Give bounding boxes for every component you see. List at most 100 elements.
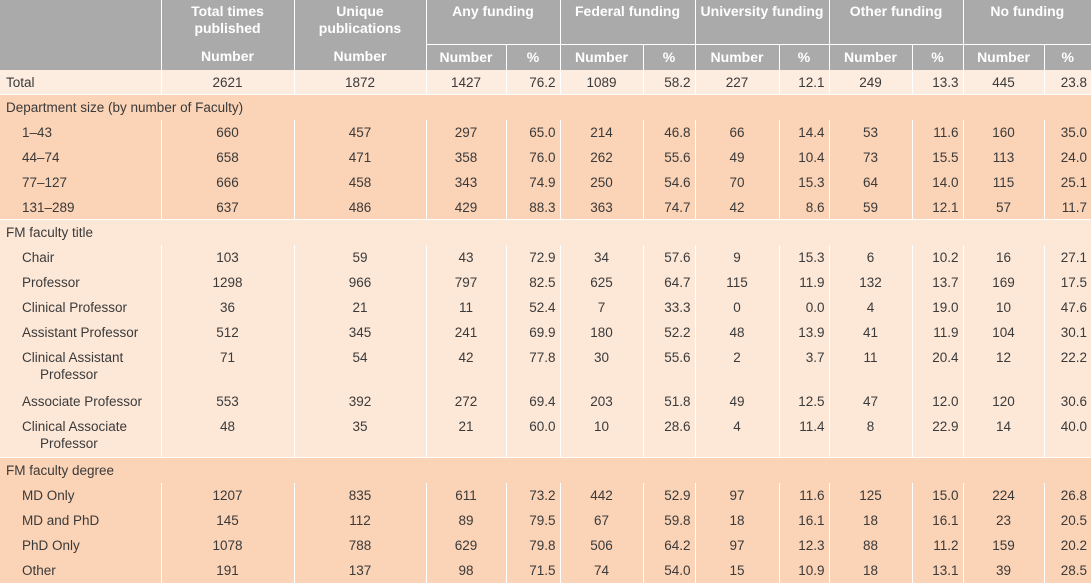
number-cell: 1078 — [160, 532, 294, 558]
number-cell: 70 — [694, 169, 779, 195]
number-cell: 191 — [160, 557, 294, 583]
percent-cell: 12.3 — [778, 532, 829, 558]
percent-cell: 30.6 — [1043, 388, 1091, 414]
number-cell: 506 — [559, 532, 643, 558]
number-cell: 445 — [962, 69, 1045, 95]
section-row: FM faculty degree — [0, 457, 1091, 483]
percent-cell: 10.2 — [911, 244, 964, 270]
number-cell: 73 — [828, 144, 912, 170]
number-cell: 625 — [559, 269, 643, 295]
header-university-funding: University funding — [694, 0, 829, 45]
percent-cell: 28.5 — [1043, 557, 1091, 583]
number-cell: 159 — [962, 532, 1045, 558]
subheader-percent: % — [642, 44, 695, 70]
number-cell: 132 — [828, 269, 912, 295]
number-cell: 115 — [694, 269, 779, 295]
percent-cell: 15.3 — [778, 244, 829, 270]
number-cell: 34 — [559, 244, 643, 270]
number-cell: 224 — [962, 482, 1045, 508]
number-cell: 49 — [694, 388, 779, 414]
percent-cell: 13.1 — [911, 557, 964, 583]
number-cell: 14 — [962, 413, 1045, 458]
number-cell: 262 — [559, 144, 643, 170]
number-cell: 966 — [293, 269, 426, 295]
row-label: Other — [0, 557, 161, 583]
table-row: Clinical Assistant Professor 71 54 42 77.8 30 5… — [0, 344, 1091, 389]
number-cell: 272 — [425, 388, 506, 414]
number-cell: 180 — [559, 319, 643, 345]
percent-cell: 55.6 — [642, 344, 695, 389]
percent-cell: 69.4 — [505, 388, 560, 414]
number-cell: 10 — [962, 294, 1045, 320]
section-row: Department size (by number of Faculty) — [0, 94, 1091, 120]
table-body: Total 2621 1872 1427 76.2 1089 58.2 227 12.1 249 1… — [0, 69, 1091, 583]
number-cell: 12 — [962, 344, 1045, 389]
percent-cell: 54.6 — [642, 169, 695, 195]
number-cell: 10 — [559, 413, 643, 458]
percent-cell: 79.8 — [505, 532, 560, 558]
number-cell: 363 — [559, 194, 643, 220]
percent-cell: 3.7 — [778, 344, 829, 389]
percent-cell: 22.2 — [1043, 344, 1091, 389]
subheader-percent: % — [505, 44, 560, 70]
percent-cell: 15.3 — [778, 169, 829, 195]
percent-cell: 12.5 — [778, 388, 829, 414]
percent-cell: 13.9 — [778, 319, 829, 345]
percent-cell: 11.4 — [778, 413, 829, 458]
number-cell: 4 — [828, 294, 912, 320]
row-label-line2: Professor — [40, 366, 98, 382]
number-cell: 15 — [694, 557, 779, 583]
number-cell: 125 — [828, 482, 912, 508]
number-cell: 59 — [828, 194, 912, 220]
subheader-number: Number — [425, 44, 506, 70]
table-row: Other 191 137 98 71.5 74 54.0 15 10.9 18 13.1 39 28.… — [0, 557, 1091, 583]
percent-cell: 10.4 — [778, 144, 829, 170]
table-row: Clinical Professor 36 21 11 52.4 7 33.3 0 0.0 4 19… — [0, 294, 1091, 320]
percent-cell: 73.2 — [505, 482, 560, 508]
header-any-funding: Any funding — [425, 0, 560, 45]
number-cell: 23 — [962, 507, 1045, 533]
percent-cell: 79.5 — [505, 507, 560, 533]
number-cell: 0 — [694, 294, 779, 320]
percent-cell: 14.0 — [911, 169, 964, 195]
row-label: MD and PhD — [0, 507, 161, 533]
number-cell: 145 — [160, 507, 294, 533]
percent-cell: 11.6 — [911, 119, 964, 145]
number-cell: 97 — [694, 482, 779, 508]
subheader-percent: % — [1043, 44, 1091, 70]
number-cell: 512 — [160, 319, 294, 345]
number-cell: 36 — [160, 294, 294, 320]
percent-cell: 52.2 — [642, 319, 695, 345]
percent-cell: 55.6 — [642, 144, 695, 170]
subheader-number: Number — [694, 44, 779, 70]
percent-cell: 33.3 — [642, 294, 695, 320]
table-row: Associate Professor 553 392 272 69.4 203 51.8 4… — [0, 388, 1091, 414]
percent-cell: 15.0 — [911, 482, 964, 508]
number-cell: 21 — [425, 413, 506, 458]
percent-cell: 76.0 — [505, 144, 560, 170]
table-row: MD and PhD 145 112 89 79.5 67 59.8 18 16.1 18 16.1… — [0, 507, 1091, 533]
number-cell: 611 — [425, 482, 506, 508]
number-cell: 53 — [828, 119, 912, 145]
percent-cell: 17.5 — [1043, 269, 1091, 295]
percent-cell: 82.5 — [505, 269, 560, 295]
table-row: PhD Only 1078 788 629 79.8 506 64.2 97 12.3 88 11.… — [0, 532, 1091, 558]
percent-cell: 52.9 — [642, 482, 695, 508]
number-cell: 2621 — [160, 69, 294, 95]
number-cell: 103 — [160, 244, 294, 270]
subheader-percent: % — [778, 44, 829, 70]
number-cell: 250 — [559, 169, 643, 195]
subheader-number: Number — [293, 44, 426, 70]
row-label: Assistant Professor — [0, 319, 161, 345]
number-cell: 41 — [828, 319, 912, 345]
number-cell: 113 — [962, 144, 1045, 170]
number-cell: 57 — [962, 194, 1045, 220]
number-cell: 39 — [962, 557, 1045, 583]
percent-cell: 25.1 — [1043, 169, 1091, 195]
number-cell: 48 — [694, 319, 779, 345]
number-cell: 71 — [160, 344, 294, 389]
table-row: Assistant Professor 512 345 241 69.9 180 52.2 4… — [0, 319, 1091, 345]
percent-cell: 16.1 — [778, 507, 829, 533]
percent-cell: 11.9 — [778, 269, 829, 295]
